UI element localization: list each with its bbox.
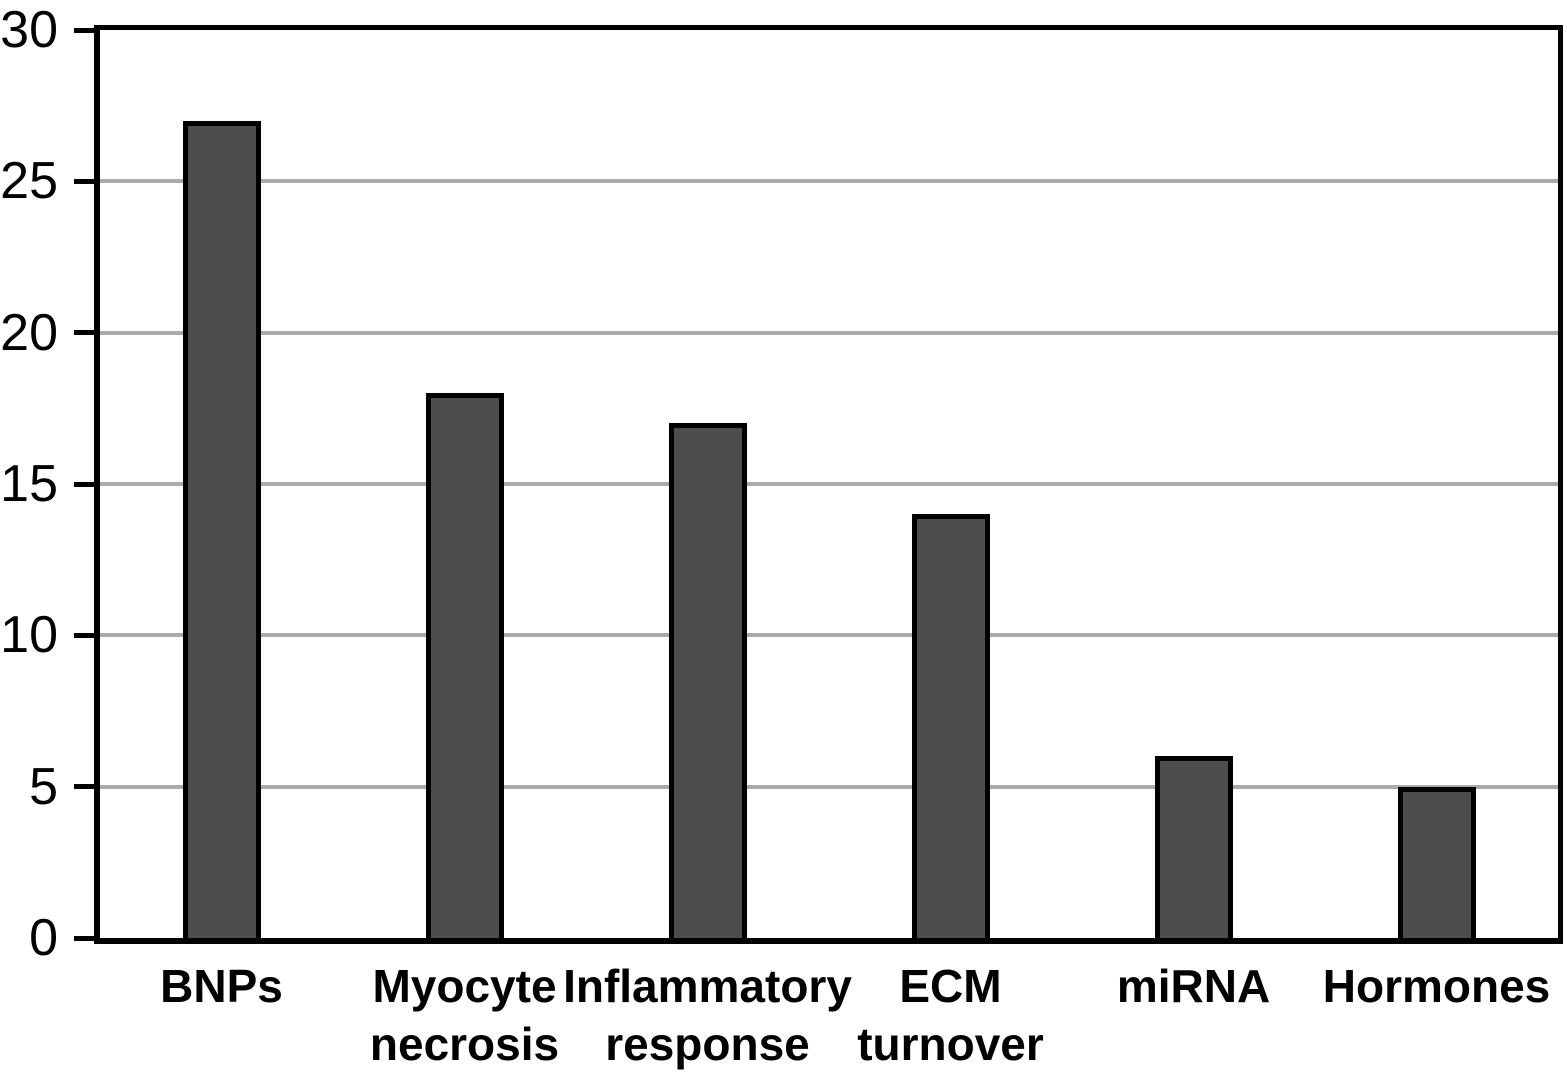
y-tick-5 [74, 784, 94, 790]
x-category-label-1: Myocyte necrosis [369, 960, 560, 1070]
bar-5 [1397, 786, 1476, 938]
bar-0 [182, 120, 261, 938]
gridline-20 [100, 330, 1558, 335]
y-tick-30 [74, 27, 94, 33]
bar-2 [668, 423, 747, 938]
x-category-label-2: Inflammatory response [563, 960, 852, 1070]
gridline-10 [100, 633, 1558, 638]
gridline-15 [100, 482, 1558, 486]
y-tick-label-0: 0 [29, 909, 58, 967]
y-tick-15 [74, 481, 94, 487]
y-tick-0 [74, 935, 94, 941]
y-tick-label-15: 15 [0, 455, 58, 513]
plot-area [94, 25, 1563, 944]
y-tick-label-25: 25 [0, 152, 58, 211]
y-tick-label-20: 20 [0, 303, 58, 362]
bar-1 [425, 393, 504, 938]
plot-inner [100, 30, 1558, 938]
x-category-label-5: Hormones [1322, 960, 1551, 1012]
bar-3 [911, 514, 990, 938]
y-tick-label-5: 5 [29, 757, 58, 816]
y-tick-20 [74, 330, 94, 336]
y-tick-10 [74, 632, 94, 638]
x-category-label-3: ECM turnover [857, 960, 1044, 1070]
x-category-label-0: BNPs [160, 960, 283, 1012]
y-tick-label-10: 10 [0, 606, 58, 665]
y-tick-label-30: 30 [0, 1, 58, 59]
x-category-label-4: miRNA [1116, 960, 1271, 1012]
bar-4 [1154, 756, 1233, 938]
gridline-5 [100, 784, 1558, 789]
gridline-25 [100, 179, 1558, 184]
y-tick-25 [74, 178, 94, 184]
